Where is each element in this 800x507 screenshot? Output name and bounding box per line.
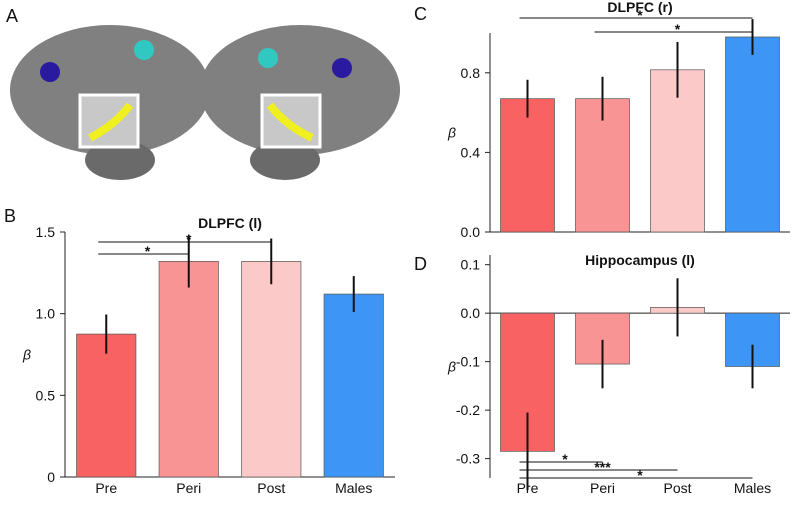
x-tick-label: Pre <box>95 480 117 496</box>
panel-label: B <box>4 206 16 226</box>
bar <box>500 98 555 233</box>
x-tick-label: Pre <box>517 480 539 496</box>
significance-label: * <box>186 231 192 247</box>
brain <box>10 25 210 155</box>
roi <box>332 58 352 78</box>
y-tick-label: 1.5 <box>36 224 56 240</box>
bar <box>725 36 780 233</box>
x-tick-label: Peri <box>590 480 615 496</box>
y-axis-label: β <box>447 125 456 141</box>
chart-title: Hippocampus (l) <box>585 252 695 268</box>
significance-label: * <box>637 467 643 483</box>
hippocampus <box>88 102 134 142</box>
y-tick-label: 0.0 <box>461 224 481 240</box>
bar <box>323 293 384 478</box>
roi <box>134 40 154 60</box>
brain-images: A <box>6 6 400 180</box>
x-tick-label: Post <box>663 480 691 496</box>
significance-label: * <box>675 21 681 37</box>
x-tick-label: Post <box>257 480 285 496</box>
y-axis-label: β <box>447 359 456 375</box>
y-tick-label: 0.1 <box>461 257 481 273</box>
cerebellum <box>250 140 320 180</box>
roi <box>40 62 60 82</box>
cerebellum <box>85 140 155 180</box>
x-tick-label: Males <box>335 480 372 496</box>
y-tick-label: -0.1 <box>456 354 480 370</box>
y-tick-label: 0.5 <box>36 387 56 403</box>
chart-title: DLPFC (r) <box>607 0 672 15</box>
y-tick-label: 0.8 <box>461 65 481 81</box>
brain <box>200 25 400 155</box>
roi <box>258 48 278 68</box>
significance-label: * <box>145 243 151 259</box>
hippocampus <box>266 102 314 142</box>
y-axis-label: β <box>22 347 31 363</box>
x-tick-label: Peri <box>176 480 201 496</box>
bar <box>575 98 630 233</box>
chart-title: DLPFC (l) <box>198 215 262 231</box>
panel-label: D <box>414 254 427 274</box>
y-tick-label: 0 <box>47 469 55 485</box>
bar <box>158 261 219 478</box>
y-tick-label: 0.0 <box>461 305 481 321</box>
bar <box>241 261 302 478</box>
panel-label: C <box>414 4 427 24</box>
significance-label: * <box>637 7 643 23</box>
x-tick-label: Males <box>734 480 771 496</box>
significance-label: * <box>562 451 568 467</box>
bar <box>76 333 137 478</box>
panel-label: A <box>6 6 18 26</box>
y-tick-label: -0.2 <box>456 402 480 418</box>
y-tick-label: -0.3 <box>456 451 480 467</box>
y-tick-label: 0.4 <box>461 144 481 160</box>
significance-label: *** <box>594 459 611 475</box>
y-tick-label: 1.0 <box>36 306 56 322</box>
